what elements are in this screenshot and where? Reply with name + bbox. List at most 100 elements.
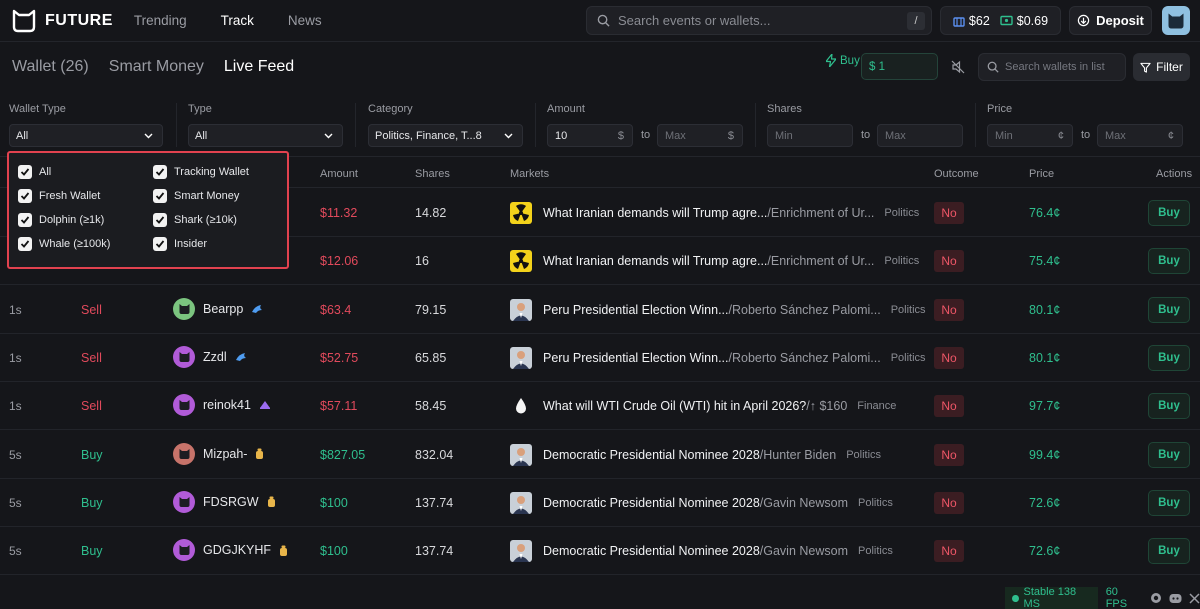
row-market[interactable]: Democratic Presidential Nominee 2028/Hun… [510,443,920,466]
row-wallet[interactable]: Zzdl [173,345,247,368]
checkbox[interactable] [18,165,32,179]
search-shortcut-key: / [907,12,925,30]
row-market[interactable]: Peru Presidential Election Winn.../Rober… [510,346,926,369]
checkbox[interactable] [153,213,167,227]
brand-logo[interactable]: FUTURE [11,9,113,33]
shares-min-input[interactable]: Min [767,124,853,147]
category-filter: Category Politics, Finance, T...8 [368,95,528,155]
buy-button[interactable]: Buy [1148,393,1190,420]
checkbox[interactable] [153,165,167,179]
buy-button[interactable]: Buy [1148,441,1190,468]
row-market[interactable]: What will WTI Crude Oil (WTI) hit in Apr… [510,395,920,418]
tab-smart-money[interactable]: Smart Money [108,58,204,75]
table-row[interactable]: $11.32 14.82 What Iranian demands will Tru… [0,189,1200,237]
col-price: Price [1029,168,1055,180]
row-market[interactable]: What Iranian demands will Trump agre... /… [510,250,920,273]
checkbox[interactable] [153,189,167,203]
wallet-type-option[interactable]: Shark (≥10k) [153,213,237,227]
col-shares: Shares [415,168,450,180]
type-select[interactable]: All [188,124,343,147]
buy-button[interactable]: Buy [1148,200,1190,226]
amount-max-input[interactable]: Max $ [657,124,743,147]
nav-trending[interactable]: Trending [133,13,187,28]
wallet-type-option[interactable]: Dolphin (≥1k) [18,213,104,227]
chevron-down-icon [144,133,153,139]
market-category: Politics [884,207,920,219]
row-market[interactable]: Democratic Presidential Nominee 2028/Gav… [510,491,920,514]
table-row[interactable]: 5s Buy GDGJKYHF $100 137.74 Democratic Presid… [0,527,1200,576]
row-amount: $11.32 [320,206,358,220]
row-wallet[interactable]: FDSRGW [173,490,276,513]
search-input[interactable] [618,13,898,28]
buy-button[interactable]: Buy [1148,489,1190,516]
nav-track[interactable]: Track [220,13,254,28]
wallet-type-dropdown: All Tracking Wallet Fresh Wallet Smart Mone… [7,151,289,269]
market-title: What Iranian demands will Trump agre... [543,206,768,220]
github-icon[interactable] [1150,592,1162,604]
table-row[interactable]: 1s Sell Bearpp $63.4 79.15 Peru Presidential … [0,286,1200,334]
user-avatar[interactable] [1162,6,1190,35]
wallet-type-option[interactable]: Smart Money [153,189,239,203]
money-icon [255,448,264,459]
mute-button[interactable] [944,54,972,80]
main-nav: Trending Track News [134,13,356,28]
wallet-type-option[interactable]: Whale (≥100k) [18,237,110,251]
market-image-person [510,491,532,514]
table-row[interactable]: $12.06 16 What Iranian demands will Trump … [0,237,1200,286]
x-twitter-icon[interactable] [1189,592,1200,604]
price-max-input[interactable]: Max ¢ [1097,124,1183,147]
check-icon [20,240,30,248]
category-select[interactable]: Politics, Finance, T...8 [368,124,523,147]
row-wallet[interactable]: reinok41 [173,394,271,417]
quick-buy-amount-input[interactable] [861,53,938,80]
row-shares: 832.04 [415,447,454,462]
checkbox[interactable] [18,189,32,203]
wallet-name: FDSRGW [203,494,259,509]
checkbox[interactable] [18,237,32,251]
wallet-search-input[interactable] [1005,61,1125,73]
checkbox[interactable] [153,237,167,251]
outcome-badge: No [934,491,964,514]
sub-header: Wallet (26) Smart Money Live Feed Buy Fi… [0,44,1200,90]
row-side: Sell [81,399,102,414]
lightning-icon [826,54,836,67]
row-wallet[interactable]: GDGJKYHF [173,539,288,562]
wallet-type-option[interactable]: All [18,165,51,179]
market-image-radiation [510,202,532,224]
table-row[interactable]: 1s Sell reinok41 $57.11 58.45 What will WTI C… [0,382,1200,431]
wallet-type-option[interactable]: Insider [153,237,207,251]
row-market[interactable]: What Iranian demands will Trump agre... /… [510,202,920,224]
status-bar: Stable 138 MS 60 FPS [1005,586,1200,609]
row-wallet[interactable]: Bearpp [173,297,263,320]
wallet-type-option[interactable]: Fresh Wallet [18,189,100,203]
discord-icon[interactable] [1169,593,1182,604]
price-min-input[interactable]: Min ¢ [987,124,1073,147]
nav-news[interactable]: News [287,13,322,28]
buy-button[interactable]: Buy [1148,296,1190,323]
table-row[interactable]: 5s Buy FDSRGW $100 137.74 Democratic Presiden… [0,479,1200,527]
table-row[interactable]: 1s Sell Zzdl $52.75 65.85 Peru Presidential E… [0,334,1200,382]
wallet-type-select[interactable]: All [9,124,163,147]
tab-wallet[interactable]: Wallet (26) [12,58,89,75]
checkbox[interactable] [18,213,32,227]
filter-button[interactable]: Filter [1133,53,1190,81]
row-wallet[interactable]: Mizpah- [173,442,264,465]
divider [535,103,536,147]
tab-live-feed[interactable]: Live Feed [223,58,295,75]
wallet-avatar [173,490,195,513]
buy-button[interactable]: Buy [1148,344,1190,371]
shares-max-input[interactable]: Max [877,124,963,147]
balance-display[interactable]: $62 $0.69 [940,6,1061,35]
table-row[interactable]: 5s Buy Mizpah- $827.05 832.04 Democratic Pres… [0,431,1200,479]
buy-button[interactable]: Buy [1148,538,1190,565]
deposit-button[interactable]: Deposit [1069,6,1152,35]
money-icon [279,545,288,556]
buy-button[interactable]: Buy [1148,248,1190,275]
row-time: 5s [9,544,22,559]
row-market[interactable]: Democratic Presidential Nominee 2028/Gav… [510,540,920,563]
wallet-type-option[interactable]: Tracking Wallet [153,165,249,179]
row-market[interactable]: Peru Presidential Election Winn.../Rober… [510,298,926,321]
option-label: Fresh Wallet [39,190,101,202]
speaker-muted-icon [951,60,965,74]
amount-min-input[interactable]: 10 $ [547,124,633,147]
